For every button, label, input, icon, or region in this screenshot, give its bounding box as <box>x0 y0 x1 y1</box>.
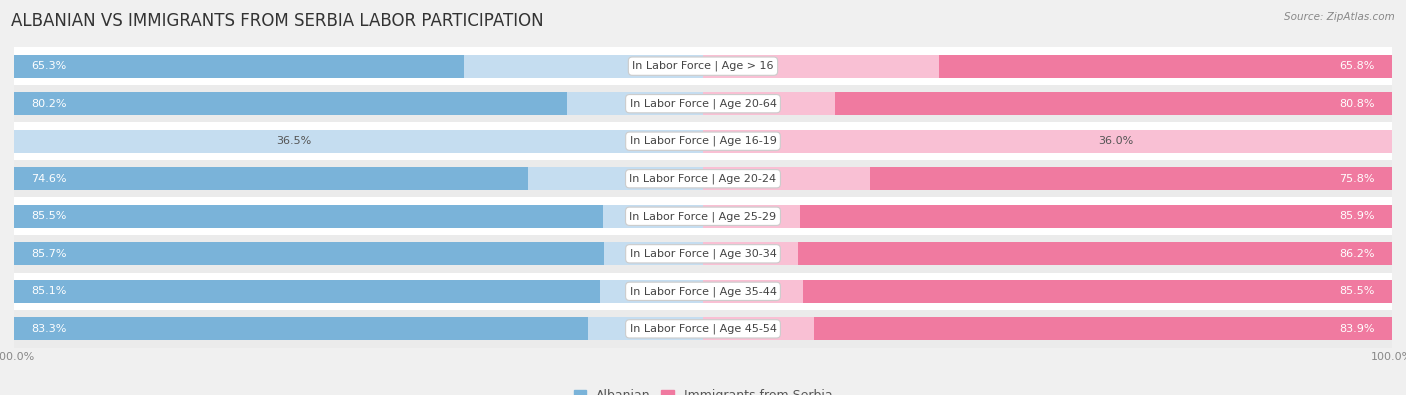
Text: 65.8%: 65.8% <box>1340 61 1375 71</box>
Text: In Labor Force | Age 30-34: In Labor Force | Age 30-34 <box>630 248 776 259</box>
Bar <box>703 55 1392 78</box>
Text: 74.6%: 74.6% <box>31 174 66 184</box>
Text: 83.3%: 83.3% <box>31 324 66 334</box>
Bar <box>14 273 1392 310</box>
Bar <box>14 55 703 78</box>
Bar <box>14 85 1392 122</box>
Text: In Labor Force | Age 16-19: In Labor Force | Age 16-19 <box>630 136 776 147</box>
Bar <box>14 130 266 153</box>
Bar <box>14 122 1392 160</box>
Text: In Labor Force | Age 45-54: In Labor Force | Age 45-54 <box>630 324 776 334</box>
Bar <box>14 317 588 340</box>
Bar <box>14 317 703 340</box>
Bar <box>14 92 703 115</box>
Bar <box>1144 130 1392 153</box>
Bar <box>703 317 1392 340</box>
Bar <box>14 205 603 228</box>
Bar <box>14 167 703 190</box>
Bar <box>14 47 1392 85</box>
Bar <box>870 167 1392 190</box>
Bar <box>14 198 1392 235</box>
Text: ALBANIAN VS IMMIGRANTS FROM SERBIA LABOR PARTICIPATION: ALBANIAN VS IMMIGRANTS FROM SERBIA LABOR… <box>11 12 544 30</box>
Text: 36.0%: 36.0% <box>1098 136 1133 146</box>
Bar <box>703 92 1392 115</box>
Bar <box>703 130 1392 153</box>
Bar <box>703 280 1392 303</box>
Bar <box>14 160 1392 198</box>
Bar <box>703 242 1392 265</box>
Text: In Labor Force | Age 25-29: In Labor Force | Age 25-29 <box>630 211 776 222</box>
Bar <box>14 55 464 78</box>
Text: 65.3%: 65.3% <box>31 61 66 71</box>
Bar <box>14 280 703 303</box>
Text: 85.9%: 85.9% <box>1340 211 1375 221</box>
Legend: Albanian, Immigrants from Serbia: Albanian, Immigrants from Serbia <box>569 384 837 395</box>
Bar <box>14 92 567 115</box>
Bar <box>14 242 605 265</box>
Text: In Labor Force | Age 35-44: In Labor Force | Age 35-44 <box>630 286 776 297</box>
Bar <box>14 310 1392 348</box>
Bar <box>14 205 703 228</box>
Text: In Labor Force | Age > 16: In Labor Force | Age > 16 <box>633 61 773 71</box>
Text: Source: ZipAtlas.com: Source: ZipAtlas.com <box>1284 12 1395 22</box>
Text: 85.5%: 85.5% <box>1340 286 1375 296</box>
Bar <box>14 235 1392 273</box>
Text: In Labor Force | Age 20-24: In Labor Force | Age 20-24 <box>630 173 776 184</box>
Bar <box>14 167 529 190</box>
Bar <box>799 242 1392 265</box>
Text: 85.1%: 85.1% <box>31 286 66 296</box>
Text: 85.5%: 85.5% <box>31 211 66 221</box>
Bar <box>939 55 1392 78</box>
Text: 75.8%: 75.8% <box>1340 174 1375 184</box>
Bar <box>835 92 1392 115</box>
Text: 80.2%: 80.2% <box>31 99 66 109</box>
Text: 83.9%: 83.9% <box>1340 324 1375 334</box>
Text: 86.2%: 86.2% <box>1340 249 1375 259</box>
Bar <box>703 167 1392 190</box>
Text: 85.7%: 85.7% <box>31 249 66 259</box>
Bar <box>814 317 1392 340</box>
Bar <box>14 280 600 303</box>
Bar <box>14 130 703 153</box>
Text: In Labor Force | Age 20-64: In Labor Force | Age 20-64 <box>630 98 776 109</box>
Bar <box>14 242 703 265</box>
Bar <box>803 280 1392 303</box>
Bar <box>703 205 1392 228</box>
Bar <box>800 205 1392 228</box>
Text: 80.8%: 80.8% <box>1340 99 1375 109</box>
Text: 36.5%: 36.5% <box>276 136 311 146</box>
